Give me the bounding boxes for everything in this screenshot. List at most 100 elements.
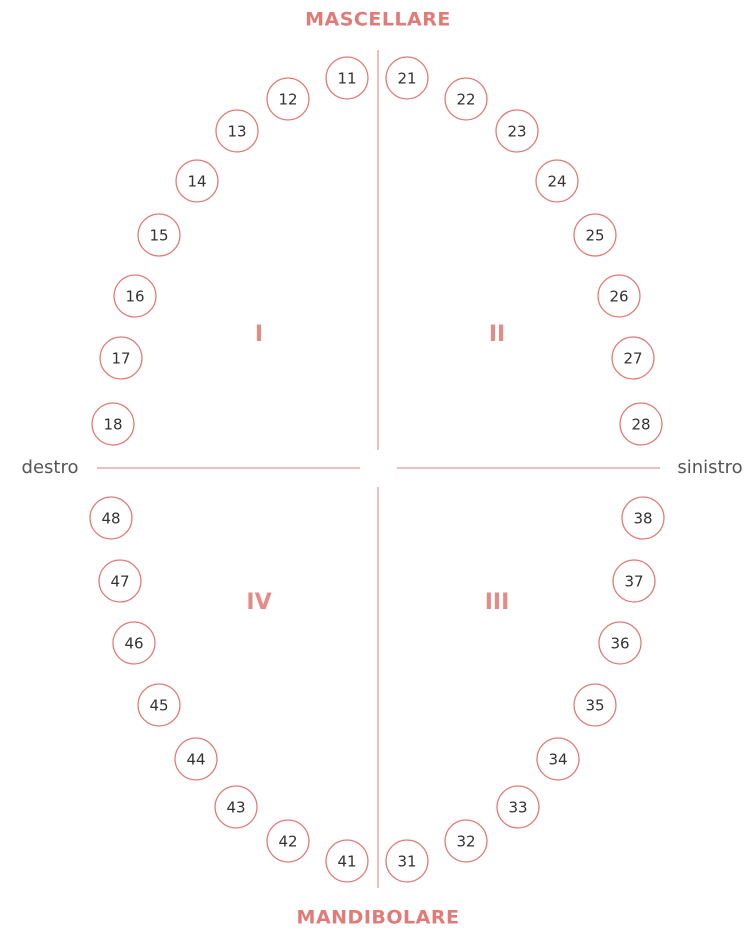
tooth-number[interactable]: 43 xyxy=(226,799,245,817)
tooth[interactable]: 25 xyxy=(573,213,617,257)
tooth[interactable]: 14 xyxy=(175,159,219,203)
tooth[interactable]: 46 xyxy=(112,621,156,665)
tooth-number[interactable]: 45 xyxy=(149,697,168,715)
tooth-number[interactable]: 26 xyxy=(609,288,628,306)
tooth[interactable]: 34 xyxy=(536,737,580,781)
side-label: destro xyxy=(22,457,79,478)
tooth-number[interactable]: 14 xyxy=(187,173,206,191)
tooth-circle[interactable] xyxy=(174,737,218,781)
tooth[interactable]: 33 xyxy=(496,785,540,829)
tooth-number[interactable]: 32 xyxy=(456,833,475,851)
tooth-circle[interactable] xyxy=(91,402,135,446)
tooth-number[interactable]: 41 xyxy=(337,853,356,871)
tooth-number[interactable]: 31 xyxy=(397,853,416,871)
tooth-circle[interactable] xyxy=(137,683,181,727)
tooth[interactable]: 18 xyxy=(91,402,135,446)
tooth-circle[interactable] xyxy=(535,159,579,203)
tooth-number[interactable]: 22 xyxy=(456,91,475,109)
tooth-circle[interactable] xyxy=(266,819,310,863)
tooth-circle[interactable] xyxy=(325,56,369,100)
tooth-circle[interactable] xyxy=(536,737,580,781)
tooth-circle[interactable] xyxy=(266,77,310,121)
tooth[interactable]: 12 xyxy=(266,77,310,121)
tooth-circle[interactable] xyxy=(611,336,655,380)
tooth-circle[interactable] xyxy=(98,559,142,603)
tooth[interactable]: 24 xyxy=(535,159,579,203)
tooth-number[interactable]: 11 xyxy=(337,70,356,88)
tooth[interactable]: 43 xyxy=(214,785,258,829)
tooth-number[interactable]: 13 xyxy=(227,123,246,141)
tooth-number[interactable]: 44 xyxy=(186,751,205,769)
tooth-circle[interactable] xyxy=(573,213,617,257)
tooth-number[interactable]: 34 xyxy=(548,751,567,769)
tooth-circle[interactable] xyxy=(597,274,641,318)
tooth-circle[interactable] xyxy=(325,839,369,883)
tooth-number[interactable]: 12 xyxy=(278,91,297,109)
tooth-number[interactable]: 37 xyxy=(624,573,643,591)
tooth-circle[interactable] xyxy=(113,274,157,318)
tooth-circle[interactable] xyxy=(137,213,181,257)
tooth-circle[interactable] xyxy=(385,56,429,100)
tooth[interactable]: 32 xyxy=(444,819,488,863)
tooth[interactable]: 35 xyxy=(573,683,617,727)
tooth[interactable]: 44 xyxy=(174,737,218,781)
tooth[interactable]: 11 xyxy=(325,56,369,100)
tooth-circle[interactable] xyxy=(175,159,219,203)
tooth[interactable]: 21 xyxy=(385,56,429,100)
tooth[interactable]: 16 xyxy=(113,274,157,318)
tooth-number[interactable]: 28 xyxy=(631,416,650,434)
tooth-circle[interactable] xyxy=(573,683,617,727)
tooth-number[interactable]: 36 xyxy=(610,635,629,653)
tooth[interactable]: 17 xyxy=(99,336,143,380)
tooth[interactable]: 42 xyxy=(266,819,310,863)
tooth[interactable]: 27 xyxy=(611,336,655,380)
tooth-number[interactable]: 47 xyxy=(110,573,129,591)
tooth-circle[interactable] xyxy=(444,819,488,863)
tooth-circle[interactable] xyxy=(496,785,540,829)
tooth-number[interactable]: 35 xyxy=(585,697,604,715)
tooth[interactable]: 28 xyxy=(619,402,663,446)
tooth-number[interactable]: 16 xyxy=(125,288,144,306)
tooth[interactable]: 22 xyxy=(444,77,488,121)
tooth-number[interactable]: 46 xyxy=(124,635,143,653)
tooth-number[interactable]: 25 xyxy=(585,227,604,245)
tooth-circle[interactable] xyxy=(99,336,143,380)
tooth-circle[interactable] xyxy=(621,496,665,540)
side-label: sinistro xyxy=(677,457,742,478)
tooth[interactable]: 13 xyxy=(215,109,259,153)
tooth-number[interactable]: 38 xyxy=(633,510,652,528)
tooth-number[interactable]: 33 xyxy=(508,799,527,817)
tooth[interactable]: 26 xyxy=(597,274,641,318)
tooth[interactable]: 38 xyxy=(621,496,665,540)
tooth-number[interactable]: 42 xyxy=(278,833,297,851)
tooth[interactable]: 31 xyxy=(385,839,429,883)
quadrant-label: I xyxy=(255,322,263,347)
tooth-number[interactable]: 15 xyxy=(149,227,168,245)
tooth-circle[interactable] xyxy=(215,109,259,153)
tooth[interactable]: 23 xyxy=(495,109,539,153)
tooth[interactable]: 15 xyxy=(137,213,181,257)
tooth-circle[interactable] xyxy=(112,621,156,665)
tooth-circle[interactable] xyxy=(444,77,488,121)
tooth-number[interactable]: 21 xyxy=(397,70,416,88)
tooth-number[interactable]: 48 xyxy=(101,510,120,528)
tooth-number[interactable]: 18 xyxy=(103,416,122,434)
tooth-number[interactable]: 24 xyxy=(547,173,566,191)
tooth-circle[interactable] xyxy=(89,496,133,540)
tooth[interactable]: 45 xyxy=(137,683,181,727)
tooth[interactable]: 41 xyxy=(325,839,369,883)
tooth-circle[interactable] xyxy=(598,621,642,665)
tooth-number[interactable]: 27 xyxy=(623,350,642,368)
tooth-circle[interactable] xyxy=(385,839,429,883)
tooth[interactable]: 37 xyxy=(612,559,656,603)
tooth-number[interactable]: 23 xyxy=(507,123,526,141)
quadrant-label: II xyxy=(489,322,505,347)
tooth-circle[interactable] xyxy=(619,402,663,446)
tooth-circle[interactable] xyxy=(214,785,258,829)
tooth-number[interactable]: 17 xyxy=(111,350,130,368)
tooth[interactable]: 47 xyxy=(98,559,142,603)
tooth-circle[interactable] xyxy=(495,109,539,153)
tooth[interactable]: 36 xyxy=(598,621,642,665)
tooth-circle[interactable] xyxy=(612,559,656,603)
tooth[interactable]: 48 xyxy=(89,496,133,540)
